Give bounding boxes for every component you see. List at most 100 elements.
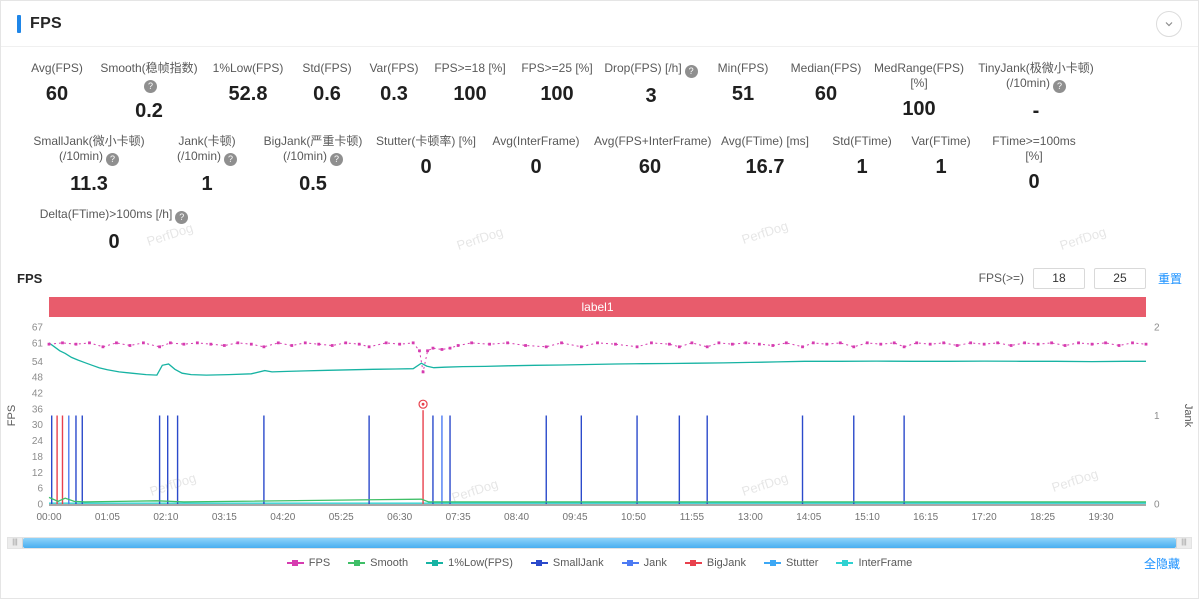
legend-label: FPS (308, 557, 331, 569)
legend-label: SmallJank (552, 557, 604, 569)
x-tick: 02:10 (153, 512, 178, 523)
y-left-tick: 36 (32, 404, 44, 415)
legend-label: Stutter (786, 557, 819, 569)
stat-cell: Median(FPS) 60 (785, 61, 867, 106)
x-tick: 07:35 (446, 512, 471, 523)
chart-scrollbar: ||| ||| (7, 537, 1192, 549)
stat-label: Avg(InterFrame) (492, 134, 580, 148)
help-icon[interactable]: ? (224, 153, 237, 166)
x-tick: 11:55 (680, 512, 705, 523)
stat-value: 60 (45, 83, 69, 105)
x-tick: 18:25 (1030, 512, 1055, 523)
stats-row: SmallJank(微小卡顿) (/10min)? 11.3 Jank(卡顿) (/10… (19, 134, 1198, 196)
help-icon[interactable]: ? (330, 153, 343, 166)
x-tick: 13:00 (738, 512, 763, 523)
stat-value: - (1032, 100, 1040, 122)
y-left-tick: 0 (37, 500, 43, 511)
chart-area: 0 6 12 18 24 30 36 42 48 54 61 67 0 1 2 00:00 01:05 02:10… (1, 319, 1198, 536)
stat-label: Drop(FPS) [/h]? (604, 61, 698, 78)
chevron-down-icon (1163, 18, 1175, 30)
x-tick: 06:30 (387, 512, 412, 523)
series-smalljank[interactable] (50, 415, 905, 505)
stat-value: 51 (731, 83, 755, 105)
threshold-input-high[interactable] (1093, 267, 1146, 289)
stat-label: Min(FPS) (717, 61, 769, 75)
x-tick: 00:00 (36, 512, 61, 523)
stat-cell: Std(FTime) 1 (821, 134, 903, 179)
scrollbar-handle[interactable] (23, 538, 1176, 548)
scrollbar-right-grip[interactable]: ||| (1176, 538, 1191, 548)
stat-cell: MedRange(FPS)[%] 100 (867, 61, 971, 121)
stats-row: Avg(FPS) 60 Smooth(稳帧指数)? 0.2 1%Low(FPS) 52.8… (19, 61, 1198, 123)
help-icon[interactable]: ? (684, 65, 698, 78)
x-tick: 03:15 (212, 512, 237, 523)
legend-item-smooth[interactable]: Smooth (348, 557, 408, 569)
y-right-axis-title: Jank (1182, 404, 1194, 428)
x-tick: 15:10 (855, 512, 880, 523)
help-icon[interactable]: ? (144, 80, 157, 93)
stat-value: 3 (645, 85, 657, 107)
y-left-tick: 67 (32, 323, 44, 334)
stat-label: Avg(FPS) (31, 61, 83, 75)
legend-label: 1%Low(FPS) (448, 557, 513, 569)
y-left-tick: 54 (32, 357, 44, 368)
legend-marker (348, 560, 366, 566)
stat-value: 0 (530, 156, 542, 178)
legend-marker (836, 560, 854, 566)
stat-label: Delta(FTime)>100ms [/h]? (22, 207, 206, 224)
stat-cell: BigJank(严重卡顿) (/10min)? 0.5 (255, 134, 371, 196)
legend-item-jank[interactable]: Jank (621, 557, 667, 569)
legend-item-bigjank[interactable]: BigJank (684, 557, 746, 569)
collapse-button[interactable] (1156, 10, 1182, 37)
series-1-low-fps[interactable] (48, 342, 1146, 376)
x-tick: 04:20 (270, 512, 295, 523)
legend-marker (426, 560, 444, 566)
help-icon[interactable]: ? (175, 211, 189, 224)
fps-threshold-controls: FPS(>=) 重置 (979, 267, 1182, 289)
legend-marker (621, 560, 639, 566)
stat-cell: FPS>=25 [%] 100 (513, 61, 601, 106)
legend-item-stutter[interactable]: Stutter (764, 557, 818, 569)
legend: FPS Smooth 1%Low(FPS) SmallJank Jank BigJank S… (1, 553, 1198, 573)
reset-link[interactable]: 重置 (1157, 271, 1182, 286)
legend-item-1-low-fps[interactable]: 1%Low(FPS) (426, 557, 513, 569)
stat-cell: Std(FPS) 0.6 (293, 61, 361, 106)
series-fps[interactable] (47, 341, 1148, 374)
stat-cell: Var(FTime) 1 (903, 134, 979, 179)
stat-label: MedRange(FPS)[%] (873, 61, 965, 90)
x-tick: 19:30 (1089, 512, 1114, 523)
stat-cell: FTime>=100ms [%] 0 (979, 134, 1089, 194)
x-tick: 09:45 (563, 512, 588, 523)
x-tick: 17:20 (972, 512, 997, 523)
legend-item-interframe[interactable]: InterFrame (836, 557, 912, 569)
threshold-input-low[interactable] (1032, 267, 1085, 289)
legend-item-fps[interactable]: FPS (286, 557, 331, 569)
stat-label: FTime>=100ms [%] (992, 134, 1076, 163)
stat-value: 0.5 (299, 173, 327, 195)
hide-all-link[interactable]: 全隐藏 (1143, 557, 1180, 571)
stat-value: 0 (108, 231, 120, 253)
legend-item-smalljank[interactable]: SmallJank (530, 557, 604, 569)
series-smooth[interactable] (48, 496, 1146, 503)
stat-label: Avg(FPS+InterFrame) (594, 134, 712, 148)
stat-value: 1 (201, 173, 213, 195)
help-icon[interactable]: ? (106, 153, 119, 166)
series-jank[interactable] (68, 415, 443, 505)
help-icon[interactable]: ? (1053, 80, 1066, 93)
y-left-axis-title: FPS (6, 405, 18, 426)
y-left-tick: 12 (32, 468, 44, 479)
stat-cell: 1%Low(FPS) 52.8 (203, 61, 293, 106)
stats-grid: Avg(FPS) 60 Smooth(稳帧指数)? 0.2 1%Low(FPS) 52.8… (1, 47, 1198, 254)
stat-value: 60 (814, 83, 838, 105)
legend-items: FPS Smooth 1%Low(FPS) SmallJank Jank BigJank S… (278, 557, 921, 569)
y-left-tick: 48 (32, 373, 44, 384)
stat-label: TinyJank(极微小卡顿) (/10min)? (978, 61, 1094, 93)
series-bigjank[interactable] (56, 399, 428, 504)
legend-label: Jank (643, 557, 667, 569)
scrollbar-left-grip[interactable]: ||| (8, 538, 23, 548)
x-tick: 16:15 (913, 512, 938, 523)
stat-value: 100 (902, 98, 936, 120)
stat-value: 0 (1028, 171, 1040, 193)
